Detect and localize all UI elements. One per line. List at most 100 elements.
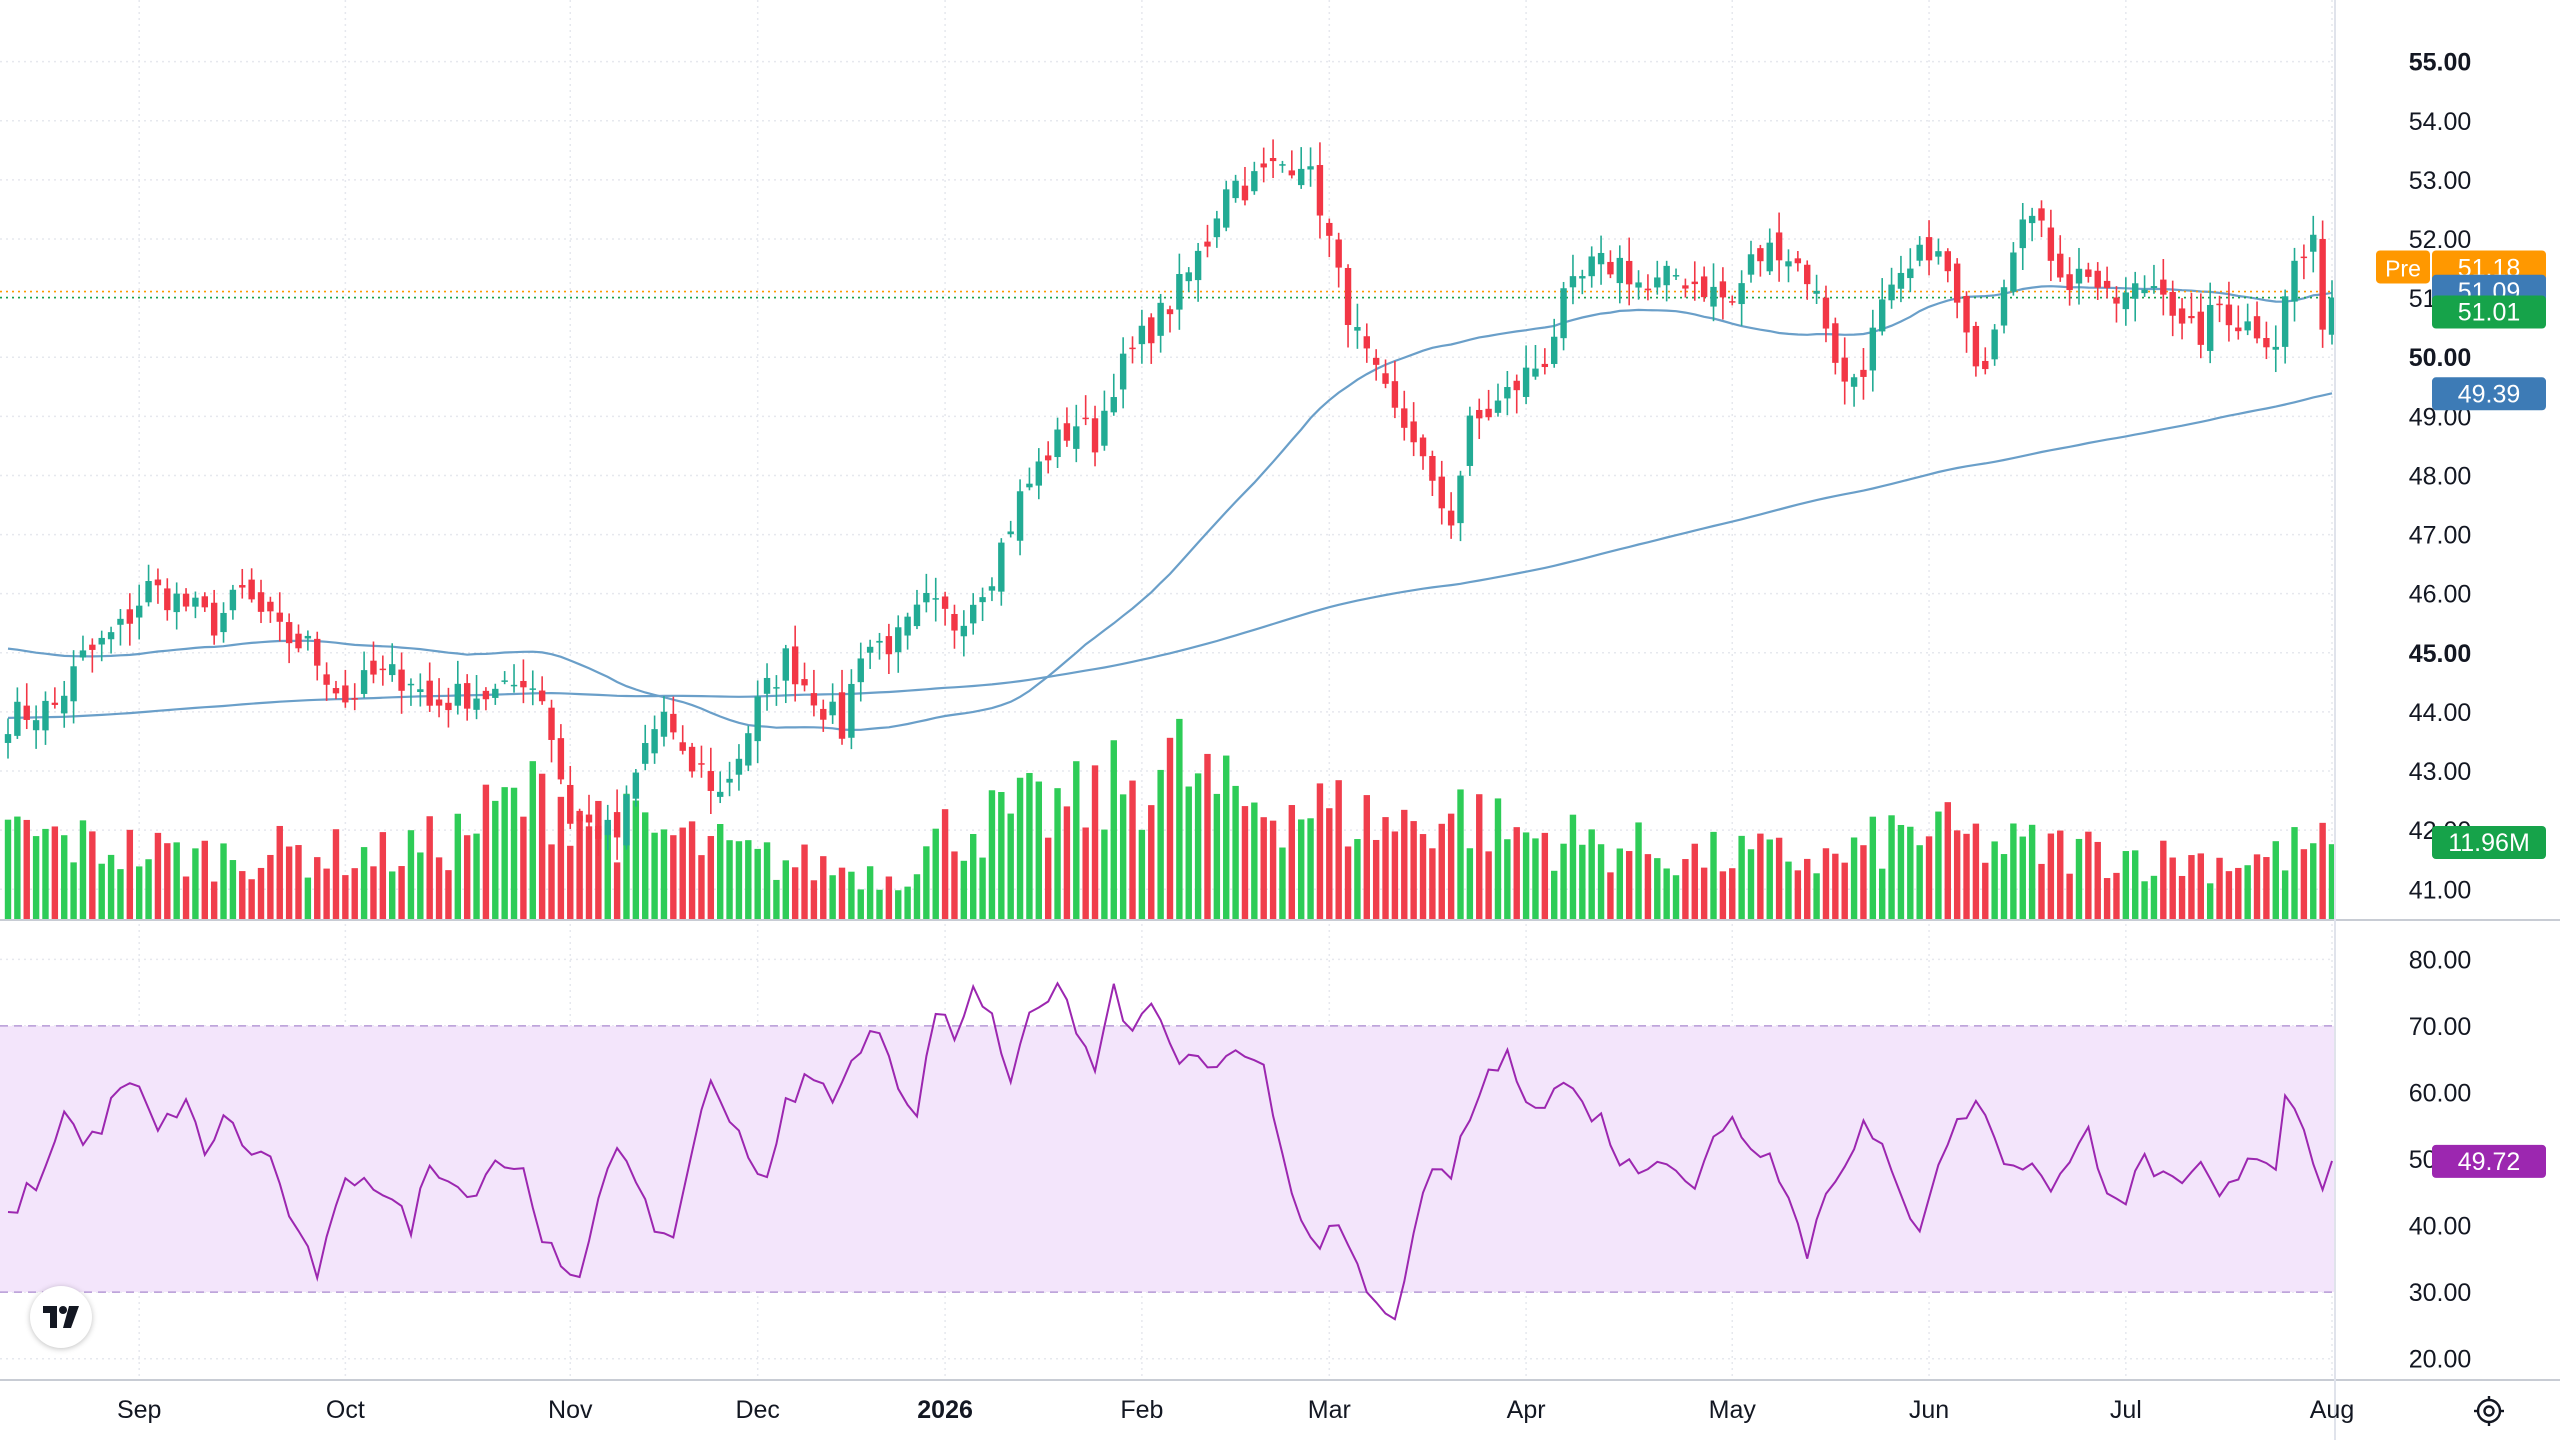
volume-bar xyxy=(1073,761,1080,920)
candle-body xyxy=(979,597,986,603)
candle-body xyxy=(1101,410,1108,446)
candle-body xyxy=(1794,258,1802,264)
tradingview-logo[interactable] xyxy=(30,1286,92,1348)
volume-bar xyxy=(360,847,368,920)
candle-body xyxy=(1644,288,1652,291)
volume-bar xyxy=(2132,850,2139,920)
candle-body xyxy=(42,700,49,731)
ma-long-badge-text: 49.39 xyxy=(2458,380,2521,408)
volume-bar xyxy=(538,773,546,920)
volume-bar xyxy=(1344,846,1352,920)
volume-bar xyxy=(1063,806,1071,920)
candle-body xyxy=(2178,308,2186,324)
volume-bar xyxy=(1953,830,1961,920)
volume-bar xyxy=(932,828,939,920)
candle-body xyxy=(61,695,68,714)
price-tick-label: 50.00 xyxy=(2409,344,2472,372)
rsi-badge-bg xyxy=(2432,1144,2546,1178)
settings-gear-icon[interactable] xyxy=(2472,1394,2506,1428)
volume-bar xyxy=(1710,831,1717,920)
candlesticks[interactable] xyxy=(4,139,2336,860)
candle-body xyxy=(773,687,780,689)
volume-bar xyxy=(2122,851,2130,920)
volume-bar xyxy=(1804,858,1811,920)
candle-body xyxy=(304,635,312,639)
rsi-line xyxy=(7,981,2333,1321)
candle-body xyxy=(2150,286,2158,289)
candle-body xyxy=(1944,251,1951,272)
candle-body xyxy=(1700,276,1708,298)
volume-bar xyxy=(1916,845,1923,920)
volume-bar xyxy=(342,875,349,920)
candle-body xyxy=(2188,316,2195,319)
volume-bar xyxy=(1888,815,1895,920)
candle-body xyxy=(342,685,349,703)
volume-bar xyxy=(1204,753,1211,920)
candle-body xyxy=(314,638,321,666)
volume-bar xyxy=(548,844,555,920)
candle-body xyxy=(960,625,968,637)
volume-bar xyxy=(1391,831,1399,920)
volume-bar xyxy=(520,816,527,920)
candle-body xyxy=(820,708,827,720)
rsi-badge: 49.72 xyxy=(2432,1144,2546,1178)
volume-bar xyxy=(417,852,424,920)
volume-bar xyxy=(1101,829,1108,920)
candle-body xyxy=(70,666,77,702)
volume-bar xyxy=(379,832,387,920)
candle-body xyxy=(642,743,649,764)
volume-bar xyxy=(1419,834,1427,920)
candle-body xyxy=(1372,357,1380,365)
volume-bar xyxy=(885,876,893,920)
volume-bar xyxy=(2263,857,2270,920)
candle-body xyxy=(192,597,199,607)
candle-body xyxy=(1682,285,1689,289)
volume-bar xyxy=(304,877,312,920)
candle-body xyxy=(445,702,452,711)
candle-body xyxy=(1344,267,1352,325)
candle-body xyxy=(529,688,536,690)
volume-bar xyxy=(398,866,405,920)
candle-body xyxy=(1016,491,1024,541)
volume-bar xyxy=(2019,836,2026,920)
candle-body xyxy=(370,660,377,675)
candle-body xyxy=(2244,321,2251,331)
candle-body xyxy=(660,711,668,737)
candle-body xyxy=(1804,264,1811,285)
volume-bar xyxy=(164,843,171,920)
candle-body xyxy=(1410,421,1417,443)
volume-badge-bg xyxy=(2432,826,2546,859)
candle-body xyxy=(210,602,218,636)
candle-body xyxy=(1110,397,1117,413)
volume-bar xyxy=(454,813,462,920)
candle-body xyxy=(32,720,40,731)
volume-bar xyxy=(2272,841,2279,920)
candle-body xyxy=(1363,336,1370,349)
volume-bar xyxy=(642,812,649,920)
candle-body xyxy=(1963,296,1970,333)
candle-body xyxy=(1148,317,1155,344)
volume-bar xyxy=(23,819,30,920)
candle-body xyxy=(239,585,246,588)
candle-body xyxy=(1982,360,1989,370)
candle-body xyxy=(2197,311,2205,345)
volume-bar xyxy=(1682,859,1689,920)
time-tick-label: Mar xyxy=(1308,1396,1351,1424)
candle-body xyxy=(1635,282,1642,288)
volume-bar xyxy=(173,842,180,920)
candle-body xyxy=(763,677,771,694)
volume-bar xyxy=(1729,868,1736,920)
volume-bar xyxy=(1166,737,1174,920)
volume-bar xyxy=(1223,755,1230,920)
candle-body xyxy=(548,707,555,740)
volume-bar xyxy=(1054,788,1061,920)
candle-body xyxy=(923,592,930,603)
candle-body xyxy=(1091,418,1099,453)
volume-bar xyxy=(463,835,471,920)
volume-bar xyxy=(585,826,593,920)
volume-bar xyxy=(2319,822,2326,920)
candle-body xyxy=(1466,415,1474,466)
volume-bar xyxy=(763,842,771,920)
